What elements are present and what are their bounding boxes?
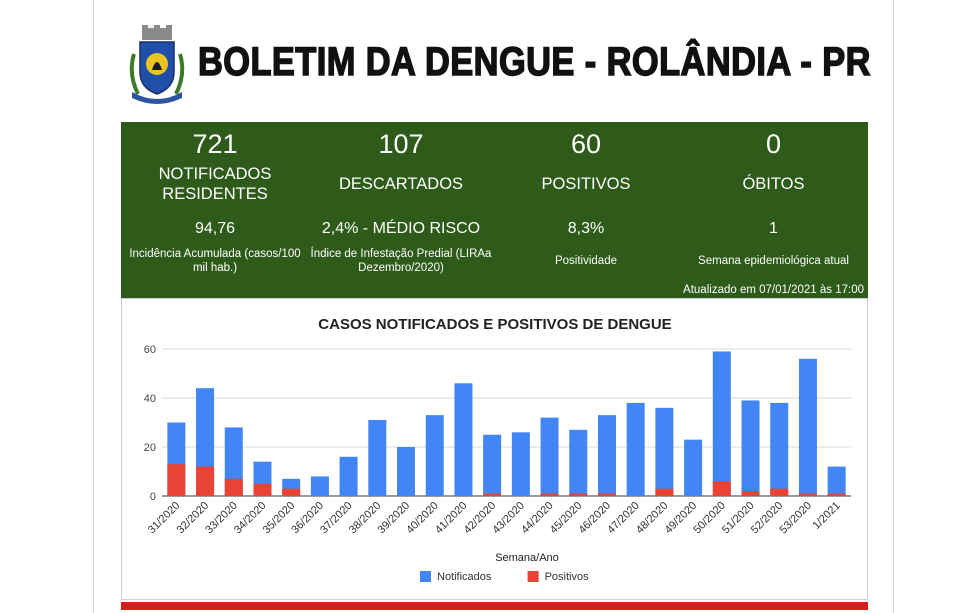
bar-notificados: [626, 402, 645, 496]
stat-label: DESCARTADOS: [338, 175, 464, 193]
bar-positivos: [597, 493, 616, 496]
x-tick-label: 1/2021: [810, 500, 842, 532]
stat-sub-value: 8,3%: [567, 220, 605, 237]
stat-value: 721: [192, 129, 238, 159]
y-tick-label: 40: [144, 393, 156, 405]
bar-notificados: [425, 415, 444, 496]
bar-notificados: [827, 466, 846, 496]
bar-notificados: [655, 407, 674, 496]
bar-notificados: [339, 456, 358, 496]
bar-notificados: [798, 358, 817, 496]
bar-positivos: [770, 488, 789, 496]
bar-notificados: [569, 429, 588, 496]
bar-notificados: [397, 447, 416, 496]
chart-container: CASOS NOTIFICADOS E POSITIVOS DE DENGUE …: [121, 298, 868, 600]
bar-positivos: [167, 464, 186, 496]
bar-chart: CASOS NOTIFICADOS E POSITIVOS DE DENGUE …: [144, 316, 851, 583]
bar-positivos: [827, 493, 846, 496]
bar-positivos: [196, 466, 215, 496]
bar-positivos: [253, 483, 272, 496]
x-axis-label: Semana/Ano: [495, 552, 559, 564]
legend-label: Notificados: [437, 571, 492, 583]
bar-notificados: [540, 417, 559, 496]
legend-swatch: [527, 571, 539, 582]
stat-sub-value: 2,4% - MÉDIO RISCO: [321, 220, 481, 237]
x-tick-label: 53/2020: [777, 500, 814, 537]
y-tick-label: 20: [144, 442, 156, 454]
bottom-accent-rule: [121, 602, 868, 610]
y-tick-label: 60: [144, 344, 156, 356]
stat-sub-caption: Incidência Acumulada (casos/100 mil hab.…: [129, 248, 301, 274]
chart-title: CASOS NOTIFICADOS E POSITIVOS DE DENGUE: [318, 316, 671, 333]
bar-notificados: [770, 402, 789, 496]
stat-value: 0: [765, 129, 782, 159]
legend-swatch: [420, 571, 431, 582]
stat-value: 107: [378, 129, 424, 159]
bar-positivos: [282, 488, 301, 496]
bar-positivos: [741, 491, 760, 496]
page-title: BOLETIM DA DENGUE - ROLÂNDIA - PR: [197, 39, 871, 85]
bar-positivos: [712, 481, 731, 496]
stat-label: ÓBITOS: [742, 175, 805, 193]
bar-notificados: [483, 434, 502, 496]
stat-sub-value: 94,76: [194, 220, 236, 237]
stats-panel: 721 NOTIFICADOS RESIDENTES 94,76 Incidên…: [121, 122, 868, 298]
bar-notificados: [511, 432, 530, 496]
stat-sub-caption: Semana epidemiológica atual: [698, 255, 849, 267]
stat-sub-value: 1: [769, 220, 778, 237]
stat-label: NOTIFICADOS RESIDENTES: [158, 165, 272, 203]
bar-notificados: [712, 351, 731, 496]
stat-sub-caption: Índice de Infestação Predial (LIRAa Deze…: [310, 248, 492, 274]
stat-label: POSITIVOS: [541, 175, 631, 193]
bar-notificados: [741, 400, 760, 496]
bar-positivos: [569, 493, 588, 496]
bar-positivos: [798, 493, 817, 496]
y-tick-label: 0: [150, 491, 156, 503]
bar-positivos: [540, 493, 559, 496]
bar-notificados: [368, 420, 387, 496]
bar-positivos: [483, 493, 502, 496]
bar-notificados: [310, 476, 329, 496]
stat-value: 60: [570, 129, 602, 159]
bar-positivos: [655, 488, 674, 496]
coat-of-arms-icon: [129, 25, 185, 104]
bar-notificados: [454, 383, 473, 496]
updated-timestamp: Atualizado em 07/01/2021 às 17:00: [683, 284, 864, 296]
bar-notificados: [597, 415, 616, 496]
stat-sub-caption: Positividade: [554, 255, 617, 267]
bar-positivos: [224, 478, 243, 496]
bar-notificados: [684, 439, 703, 496]
legend-label: Positivos: [545, 571, 590, 583]
